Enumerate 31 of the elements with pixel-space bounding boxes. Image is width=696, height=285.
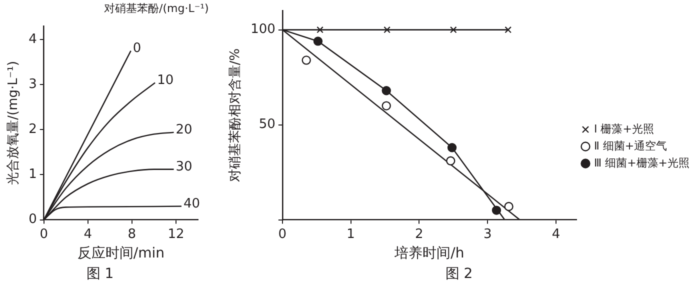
x-tick-label: 0	[40, 226, 48, 242]
y-tick-label: 50	[258, 117, 276, 132]
y-tick-label: 4	[28, 32, 37, 47]
x-tick-label: 8	[128, 226, 136, 242]
y-tick-label: 3	[28, 76, 37, 92]
x-axis-title: 反应时间/min	[77, 245, 164, 262]
y-tick-label: 100	[250, 22, 276, 38]
x-tick-label: 4	[552, 226, 560, 242]
legend-label: Ⅱ 细菌+通空气	[594, 139, 668, 152]
series-label: 0	[132, 41, 142, 56]
x-tick-label: 1	[346, 226, 355, 242]
x-tick-label: 12	[168, 226, 184, 242]
legend-label: Ⅲ 细菌+栅藻+光照	[594, 156, 690, 170]
text: 图 1	[86, 266, 114, 282]
x-tick-label: 3	[483, 226, 492, 242]
x-tick-label: 2	[415, 226, 424, 242]
y-tick-label: 0	[28, 212, 37, 228]
y-axis-title: 对硝基苯酚相对含量/%	[228, 48, 244, 182]
x-tick-label: 0	[278, 226, 287, 242]
text: 图 2	[445, 266, 473, 282]
x-axis-title: 培养时间/h	[394, 245, 464, 262]
series-label: 10	[157, 73, 174, 88]
series-label: 30	[176, 160, 192, 175]
legend-title: 对硝基苯酚/(mg·L⁻¹)	[104, 2, 210, 15]
legend-label: Ⅰ 栅藻+光照	[594, 122, 654, 136]
series-label: 20	[176, 122, 192, 138]
series-label: 40	[183, 196, 200, 212]
x-tick-label: 4	[84, 226, 92, 242]
y-tick-label: 1	[28, 167, 37, 182]
y-axis-title: 光合放氧量/(mg·L⁻¹)	[6, 60, 22, 185]
y-tick-label: 2	[28, 122, 37, 138]
